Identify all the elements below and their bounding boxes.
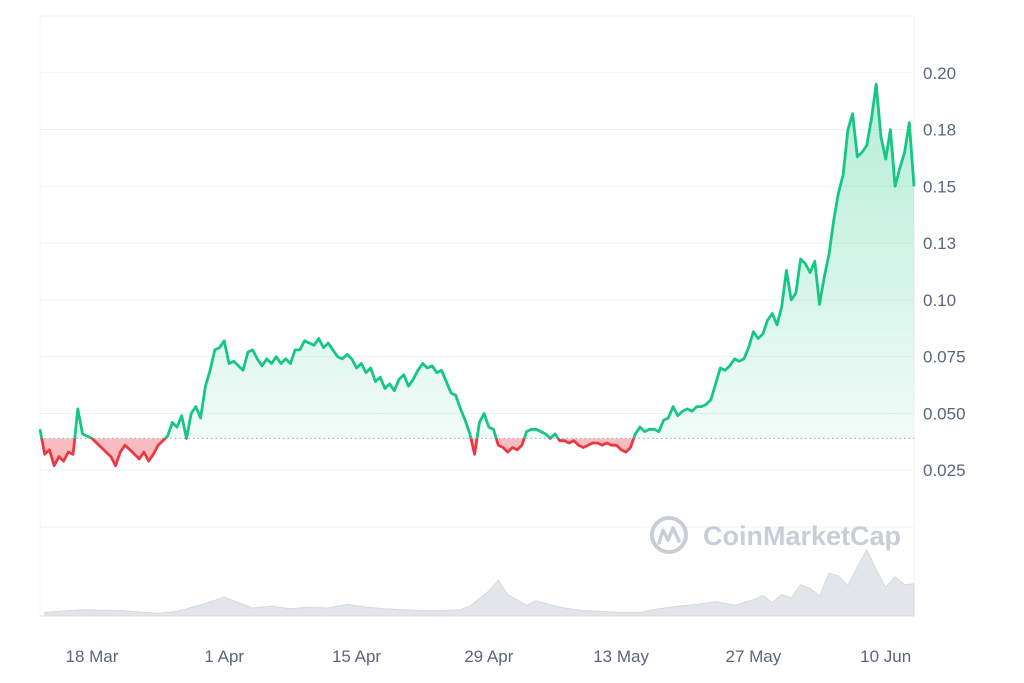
x-tick-label: 15 Apr bbox=[332, 647, 381, 666]
y-tick-label: 0.18 bbox=[923, 121, 956, 140]
x-tick-label: 1 Apr bbox=[204, 647, 244, 666]
y-tick-label: 0.025 bbox=[923, 461, 966, 480]
gridlines bbox=[40, 72, 914, 528]
price-fill-up bbox=[40, 84, 914, 439]
coinmarketcap-logo-icon bbox=[650, 516, 688, 554]
x-tick-label: 10 Jun bbox=[860, 647, 911, 666]
x-tick-label: 18 Mar bbox=[66, 647, 119, 666]
logo-ring bbox=[650, 516, 688, 554]
x-tick-label: 27 May bbox=[725, 647, 781, 666]
watermark-text: CoinMarketCap bbox=[703, 521, 901, 551]
x-tick-label: 29 Apr bbox=[464, 647, 513, 666]
y-tick-label: 0.20 bbox=[923, 64, 956, 83]
x-axis: 18 Mar 1 Apr 15 Apr 29 Apr 13 May 27 May 10 Ju… bbox=[66, 647, 912, 666]
price-line-up[interactable] bbox=[38, 82, 916, 466]
price-line[interactable] bbox=[38, 82, 916, 468]
volume-area bbox=[44, 548, 915, 617]
y-tick-label: 0.050 bbox=[923, 404, 966, 423]
watermark: CoinMarketCap bbox=[650, 516, 901, 554]
y-axis: 0.025 0.050 0.075 0.10 0.13 0.15 0.18 0.20 bbox=[923, 64, 966, 480]
y-tick-label: 0.13 bbox=[923, 234, 956, 253]
logo-mark bbox=[657, 526, 681, 545]
y-tick-label: 0.15 bbox=[923, 177, 956, 196]
volume-area-path bbox=[44, 548, 915, 617]
y-tick-label: 0.10 bbox=[923, 291, 956, 310]
x-tick-label: 13 May bbox=[593, 647, 649, 666]
price-fill-area bbox=[40, 84, 914, 466]
y-tick-label: 0.075 bbox=[923, 348, 966, 367]
